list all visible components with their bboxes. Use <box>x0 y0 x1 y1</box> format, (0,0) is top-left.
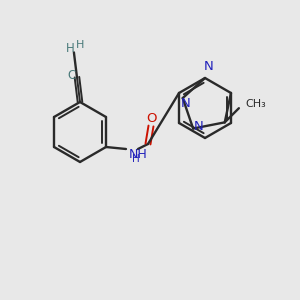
Text: CH₃: CH₃ <box>245 99 266 109</box>
Text: N: N <box>193 120 203 133</box>
Text: C: C <box>68 69 76 82</box>
Text: H: H <box>76 40 84 50</box>
Text: NH: NH <box>129 148 148 160</box>
Text: N: N <box>181 97 190 110</box>
Text: H: H <box>132 154 140 164</box>
Text: N: N <box>204 60 214 73</box>
Text: O: O <box>147 112 157 125</box>
Text: H: H <box>65 42 74 55</box>
